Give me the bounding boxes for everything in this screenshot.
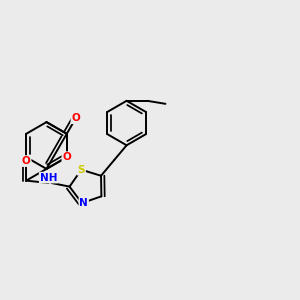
Text: O: O <box>71 113 80 123</box>
Text: O: O <box>62 152 71 162</box>
Text: NH: NH <box>40 172 57 183</box>
Text: O: O <box>22 156 31 166</box>
Text: S: S <box>78 165 85 175</box>
Text: N: N <box>79 198 88 208</box>
